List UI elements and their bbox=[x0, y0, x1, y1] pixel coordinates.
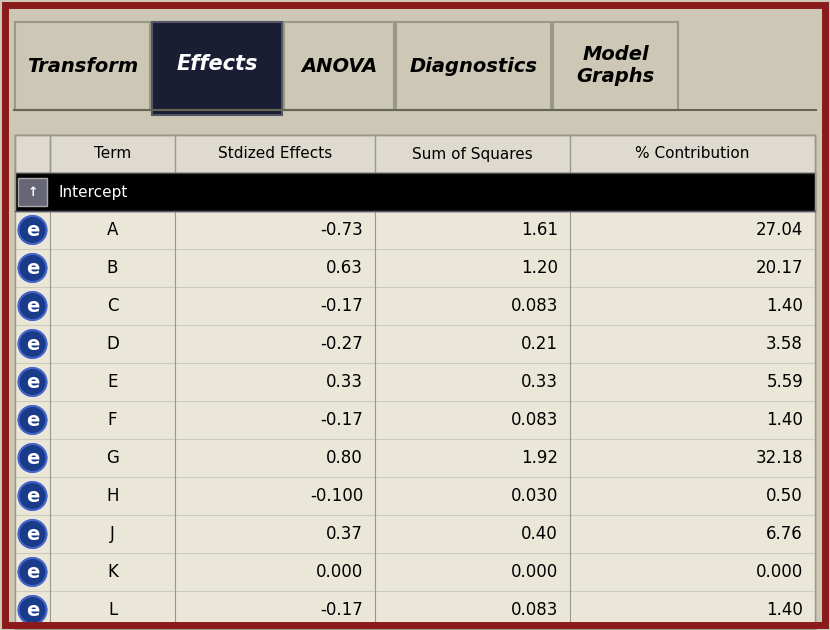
Text: ANOVA: ANOVA bbox=[301, 57, 377, 76]
Circle shape bbox=[18, 292, 46, 320]
Text: B: B bbox=[107, 259, 118, 277]
Bar bbox=[15, 363, 815, 401]
Bar bbox=[15, 439, 815, 477]
Text: 27.04: 27.04 bbox=[755, 221, 803, 239]
Text: 0.083: 0.083 bbox=[510, 411, 558, 429]
Bar bbox=[553, 22, 678, 110]
Bar bbox=[15, 22, 150, 110]
Bar bbox=[15, 515, 815, 553]
Bar bbox=[15, 591, 815, 629]
Bar bbox=[152, 22, 282, 115]
Text: e: e bbox=[26, 600, 39, 619]
Text: 0.37: 0.37 bbox=[326, 525, 363, 543]
Text: Effects: Effects bbox=[176, 54, 257, 74]
Text: 3.58: 3.58 bbox=[766, 335, 803, 353]
Circle shape bbox=[18, 482, 46, 510]
Circle shape bbox=[18, 444, 46, 472]
Text: ↑: ↑ bbox=[27, 185, 37, 198]
Text: -0.100: -0.100 bbox=[310, 487, 363, 505]
Text: Intercept: Intercept bbox=[58, 185, 127, 200]
Text: 0.030: 0.030 bbox=[510, 487, 558, 505]
Text: e: e bbox=[26, 258, 39, 277]
Bar bbox=[15, 325, 815, 363]
Text: 0.000: 0.000 bbox=[756, 563, 803, 581]
Circle shape bbox=[18, 520, 46, 548]
Bar bbox=[15, 211, 815, 249]
Bar bbox=[15, 135, 815, 173]
Text: e: e bbox=[26, 372, 39, 391]
Text: C: C bbox=[107, 297, 118, 315]
Text: 0.50: 0.50 bbox=[766, 487, 803, 505]
Text: % Contribution: % Contribution bbox=[635, 147, 749, 161]
Circle shape bbox=[18, 330, 46, 358]
Text: 1.40: 1.40 bbox=[766, 601, 803, 619]
Text: e: e bbox=[26, 486, 39, 505]
Text: e: e bbox=[26, 297, 39, 316]
Text: 0.083: 0.083 bbox=[510, 601, 558, 619]
Text: 1.40: 1.40 bbox=[766, 411, 803, 429]
Circle shape bbox=[18, 368, 46, 396]
Text: -0.73: -0.73 bbox=[320, 221, 363, 239]
Text: Sum of Squares: Sum of Squares bbox=[413, 147, 533, 161]
Bar bbox=[15, 173, 815, 211]
Bar bbox=[18, 178, 47, 206]
Text: Term: Term bbox=[94, 147, 131, 161]
Circle shape bbox=[18, 216, 46, 244]
Text: -0.17: -0.17 bbox=[320, 297, 363, 315]
Text: E: E bbox=[107, 373, 118, 391]
Bar bbox=[15, 477, 815, 515]
Text: K: K bbox=[107, 563, 118, 581]
Bar bbox=[15, 135, 50, 173]
Text: 0.40: 0.40 bbox=[521, 525, 558, 543]
Text: 0.083: 0.083 bbox=[510, 297, 558, 315]
Text: 0.000: 0.000 bbox=[315, 563, 363, 581]
Text: 5.59: 5.59 bbox=[766, 373, 803, 391]
Bar bbox=[15, 287, 815, 325]
Text: -0.17: -0.17 bbox=[320, 601, 363, 619]
Bar bbox=[15, 401, 815, 439]
Text: e: e bbox=[26, 525, 39, 544]
Bar bbox=[15, 249, 815, 287]
Text: 0.80: 0.80 bbox=[326, 449, 363, 467]
Text: Transform: Transform bbox=[27, 57, 138, 76]
Text: -0.17: -0.17 bbox=[320, 411, 363, 429]
Text: A: A bbox=[107, 221, 118, 239]
Text: Model
Graphs: Model Graphs bbox=[576, 45, 655, 86]
Text: L: L bbox=[108, 601, 117, 619]
Text: Stdized Effects: Stdized Effects bbox=[218, 147, 332, 161]
Bar bbox=[15, 553, 815, 591]
Text: 1.61: 1.61 bbox=[521, 221, 558, 239]
Text: Diagnostics: Diagnostics bbox=[409, 57, 538, 76]
Text: e: e bbox=[26, 449, 39, 467]
Circle shape bbox=[18, 596, 46, 624]
Bar bbox=[15, 135, 815, 629]
Text: 6.76: 6.76 bbox=[766, 525, 803, 543]
Text: 0.21: 0.21 bbox=[521, 335, 558, 353]
Circle shape bbox=[18, 254, 46, 282]
Text: G: G bbox=[106, 449, 119, 467]
Bar bbox=[284, 22, 394, 110]
Text: H: H bbox=[106, 487, 119, 505]
Text: e: e bbox=[26, 411, 39, 430]
Text: 32.18: 32.18 bbox=[755, 449, 803, 467]
Text: 0.33: 0.33 bbox=[521, 373, 558, 391]
Text: 1.92: 1.92 bbox=[521, 449, 558, 467]
Text: 0.63: 0.63 bbox=[326, 259, 363, 277]
Text: e: e bbox=[26, 563, 39, 581]
Text: -0.27: -0.27 bbox=[320, 335, 363, 353]
Text: 1.20: 1.20 bbox=[521, 259, 558, 277]
Text: e: e bbox=[26, 335, 39, 353]
Text: 1.40: 1.40 bbox=[766, 297, 803, 315]
Text: F: F bbox=[108, 411, 117, 429]
Circle shape bbox=[18, 558, 46, 586]
Bar bbox=[396, 22, 551, 110]
Circle shape bbox=[18, 406, 46, 434]
Text: 0.33: 0.33 bbox=[326, 373, 363, 391]
Text: 0.000: 0.000 bbox=[510, 563, 558, 581]
Text: e: e bbox=[26, 220, 39, 239]
Text: J: J bbox=[110, 525, 115, 543]
Text: D: D bbox=[106, 335, 119, 353]
Text: 20.17: 20.17 bbox=[755, 259, 803, 277]
